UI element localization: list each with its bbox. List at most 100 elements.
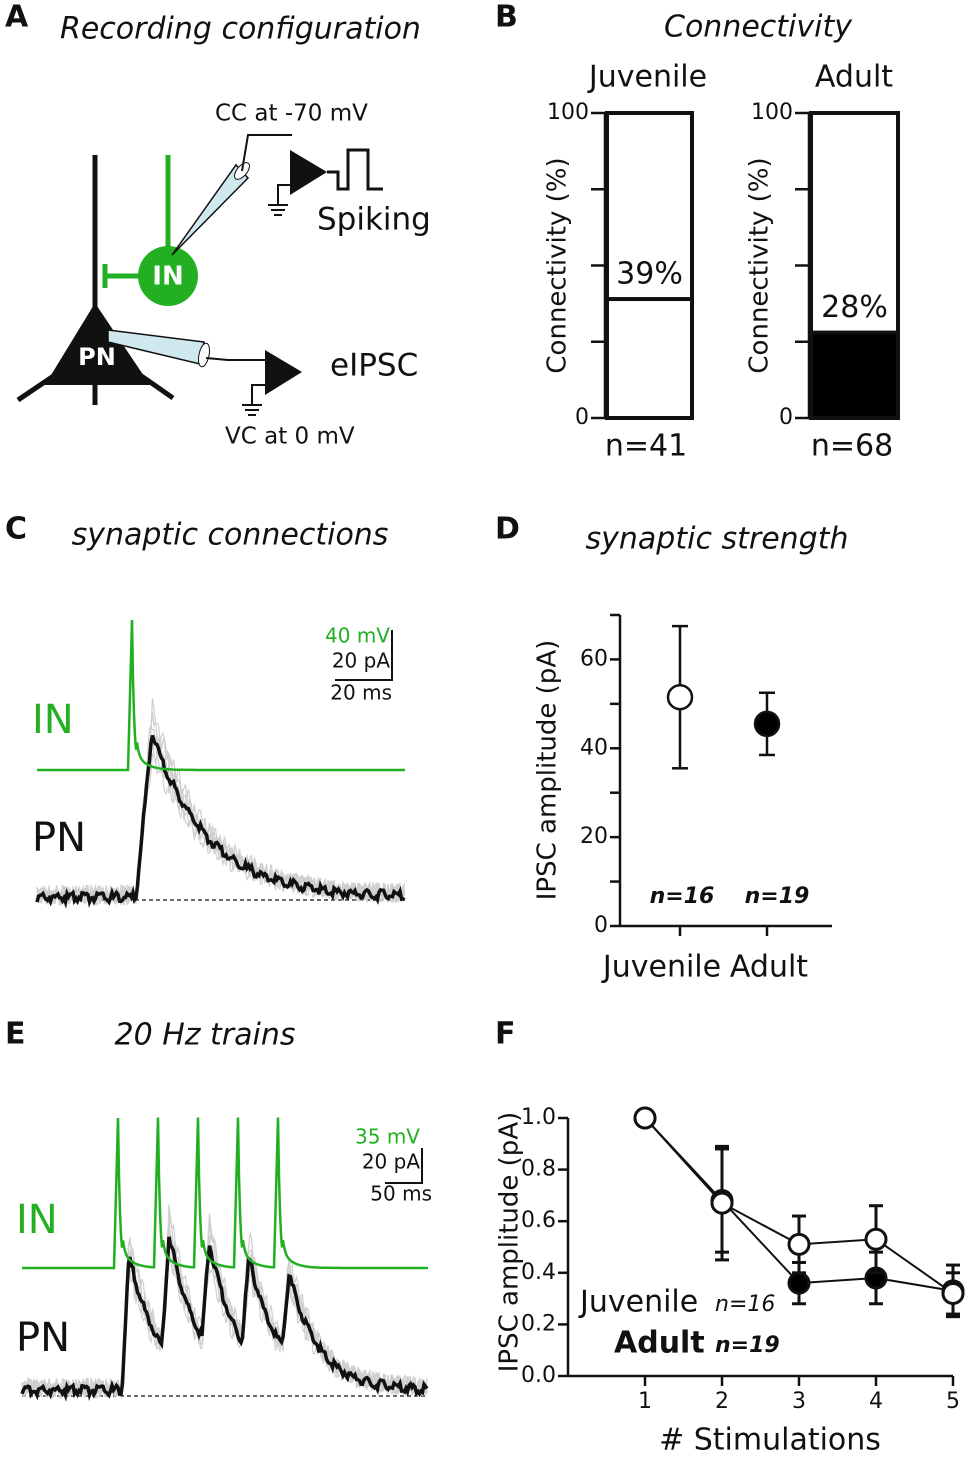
- in-label: IN: [32, 697, 74, 743]
- in-label: IN: [152, 262, 183, 292]
- trial-trace: [36, 752, 406, 907]
- pn-label: PN: [78, 343, 116, 371]
- y-axis-label: IPSC amplitude (pA): [533, 640, 563, 901]
- ground: [251, 384, 265, 405]
- scale-label: 20 pA: [362, 1150, 421, 1174]
- y-axis-label: Connectivity (%): [543, 157, 573, 373]
- in-soma: [138, 246, 198, 306]
- chart-title: synaptic strength: [586, 522, 849, 557]
- ground: [268, 204, 288, 216]
- value-label: 28%: [821, 290, 888, 325]
- in-label: IN: [16, 1197, 58, 1243]
- point: [941, 1281, 965, 1305]
- x-tick-label: Juvenile: [601, 950, 721, 985]
- scale-bar: [385, 1148, 423, 1184]
- x-axis-label: # Stimulations: [659, 1423, 881, 1457]
- trial-trace: [36, 711, 406, 907]
- chart-title: Adult: [815, 60, 893, 95]
- y-tick-label: 0.6: [521, 1208, 556, 1233]
- point: [710, 1191, 734, 1215]
- chart-title: Juvenile: [587, 60, 707, 95]
- trial-trace: [36, 698, 406, 907]
- ground: [242, 404, 262, 416]
- eipsc-label: eIPSC: [330, 348, 418, 384]
- scale-label: 50 ms: [370, 1182, 432, 1206]
- scale-label: 20 ms: [330, 681, 392, 705]
- bar: [605, 297, 694, 420]
- y-axis-label: Connectivity (%): [745, 157, 775, 373]
- y-tick-label: 0.4: [521, 1260, 556, 1285]
- y-axis-label: IPSC amplitude (pA): [495, 1112, 525, 1373]
- y-tick-label: 20: [580, 824, 608, 849]
- y-tick-label: 100: [547, 100, 589, 125]
- x-tick-label: 2: [715, 1389, 729, 1414]
- trial-trace: [36, 724, 406, 904]
- y-tick-label: 0.8: [521, 1157, 556, 1182]
- x-tick-label: 1: [638, 1389, 652, 1414]
- legend-entry: Juvenile: [578, 1285, 698, 1320]
- x-tick-label: Adult: [730, 950, 808, 985]
- average-trace: [35, 735, 406, 909]
- panel-a: A Recording configuration PN IN CC at -7…: [5, 0, 431, 450]
- y-tick-label: 0: [779, 405, 793, 430]
- in-trace: [37, 619, 405, 772]
- spiking-label: Spiking: [317, 202, 431, 238]
- scale-label: 35 mV: [355, 1125, 420, 1149]
- legend-n: n=19: [715, 1333, 780, 1358]
- scale-bar: [335, 630, 393, 681]
- cc-label: CC at -70 mV: [215, 101, 368, 127]
- panel-letter: C: [5, 512, 27, 547]
- y-tick-label: 0: [575, 405, 589, 430]
- pulse: [327, 148, 383, 191]
- pn-soma: [45, 303, 150, 385]
- wire: [205, 357, 266, 361]
- pn-label: PN: [16, 1315, 70, 1361]
- x-tick-label: 3: [792, 1389, 806, 1414]
- n-label: n=16: [650, 884, 715, 909]
- legend-entry: Adult: [614, 1326, 705, 1361]
- point: [753, 710, 781, 738]
- panel-letter: A: [5, 0, 29, 35]
- y-tick-label: 40: [580, 735, 608, 760]
- bar: [809, 330, 900, 421]
- in-trace: [22, 1117, 428, 1270]
- scale-label: 20 pA: [332, 649, 391, 673]
- n-label: n=19: [745, 884, 810, 909]
- pipette-end: [198, 342, 210, 368]
- panel-letter: B: [495, 0, 518, 35]
- n-label: n=68: [811, 429, 893, 464]
- point: [633, 1106, 657, 1130]
- amplifier: [265, 350, 302, 395]
- panel-letter: F: [495, 1017, 516, 1052]
- pn-label: PN: [32, 815, 86, 861]
- scale-label: 40 mV: [325, 624, 390, 648]
- panel-title: 20 Hz trains: [114, 1018, 295, 1053]
- point: [666, 683, 694, 711]
- ground: [277, 184, 290, 205]
- point: [864, 1227, 888, 1251]
- trial-trace: [36, 733, 406, 907]
- panel-letter: D: [495, 512, 520, 547]
- x-tick-label: 4: [869, 1389, 883, 1414]
- trial-trace: [21, 1249, 428, 1400]
- trial-trace: [36, 738, 406, 905]
- panel-title: synaptic connections: [72, 518, 389, 553]
- average-trace: [20, 1236, 429, 1402]
- y-tick-label: 100: [751, 100, 793, 125]
- amplifier: [290, 150, 327, 195]
- vc-label: VC at 0 mV: [225, 424, 355, 450]
- y-tick-label: 60: [580, 646, 608, 671]
- y-tick-label: 0: [594, 913, 608, 938]
- point: [787, 1271, 811, 1295]
- y-tick-label: 0.2: [521, 1311, 556, 1336]
- trial-trace: [21, 1251, 428, 1398]
- panel-title: Recording configuration: [60, 12, 421, 47]
- y-tick-label: 1.0: [521, 1105, 556, 1130]
- n-label: n=41: [605, 429, 687, 464]
- y-tick-label: 0.0: [521, 1363, 556, 1388]
- panel-letter: E: [5, 1017, 26, 1052]
- point: [787, 1232, 811, 1256]
- wire: [241, 134, 292, 172]
